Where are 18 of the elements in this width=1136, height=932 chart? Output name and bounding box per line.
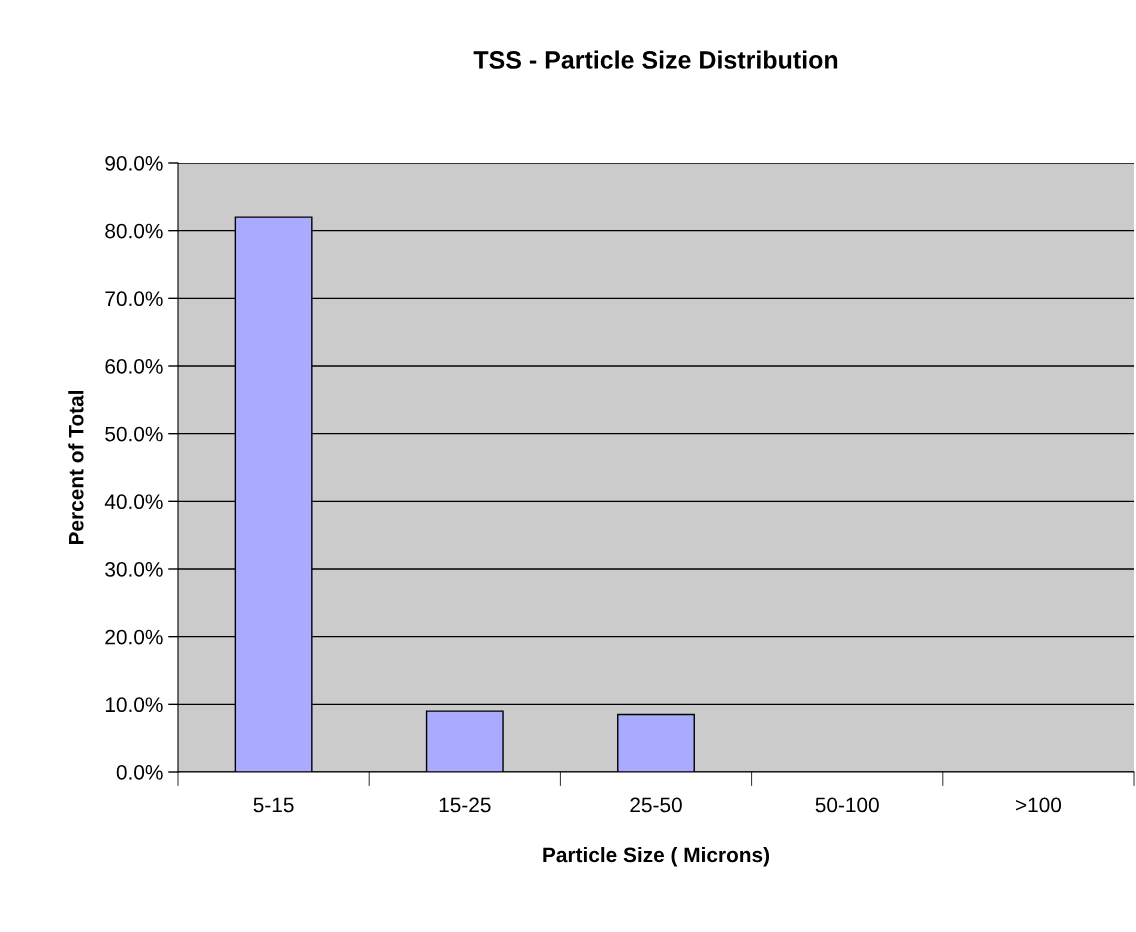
y-tick-label: 0.0%	[116, 765, 163, 780]
x-tick-label: 50-100	[815, 797, 879, 813]
y-tick-label: 80.0%	[105, 223, 163, 239]
y-tick-label: 70.0%	[105, 291, 163, 307]
x-tick-label: >100	[1015, 797, 1062, 813]
y-tick-label: 20.0%	[105, 629, 163, 645]
x-tick-label: 15-25	[439, 797, 491, 813]
chart-title: TSS - Particle Size Distribution	[473, 50, 838, 69]
y-tick-label: 60.0%	[105, 359, 163, 374]
y-tick-label: 90.0%	[105, 156, 163, 171]
y-tick-label: 30.0%	[105, 562, 163, 577]
x-axis-title: Particle Size ( Microns)	[543, 846, 770, 867]
x-tick-label: 5-15	[253, 797, 294, 813]
y-tick-label: 10.0%	[105, 697, 163, 713]
y-tick-label: 50.0%	[105, 426, 163, 442]
y-tick-label: 40.0%	[104, 494, 163, 510]
x-tick-label: 25-50	[630, 797, 682, 813]
y-axis-title: Percent of Total	[68, 391, 84, 545]
